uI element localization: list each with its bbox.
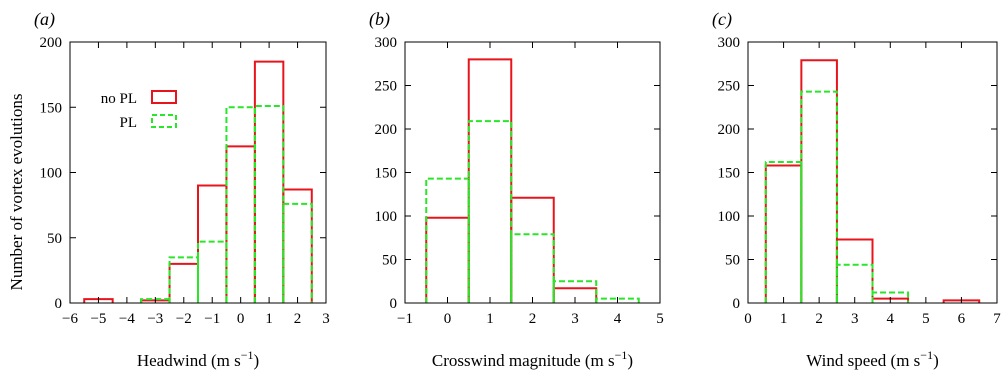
x-tick-label: 2 (529, 311, 537, 327)
bar (467, 58, 513, 303)
x-tick-label: 3 (851, 311, 859, 327)
bar (225, 145, 256, 303)
legend-swatch (151, 90, 177, 104)
x-axis-label-end: ) (253, 351, 259, 370)
x-tick-label: 6 (958, 311, 966, 327)
x-tick-label: −1 (397, 311, 413, 327)
y-tick-label: 300 (718, 35, 741, 51)
y-tick-label: 0 (733, 296, 741, 312)
series-pl (140, 104, 313, 303)
x-tick-label: 0 (237, 311, 245, 327)
bar (225, 106, 256, 303)
x-tick-label: 5 (656, 311, 664, 327)
x-tick-label: 2 (294, 311, 302, 327)
y-tick-label: 300 (375, 35, 398, 51)
x-tick-label: −2 (176, 311, 192, 327)
plot-frame (404, 41, 661, 304)
x-tick-label: 0 (444, 311, 452, 327)
bar (764, 164, 803, 303)
x-tick-label: 5 (922, 311, 930, 327)
y-axis-label: Number of vortex evolutions (7, 94, 26, 291)
y-tick-label: 150 (718, 166, 741, 182)
y-tick-label: 200 (375, 122, 398, 138)
series-pl (764, 90, 910, 303)
x-tick-label: 4 (887, 311, 895, 327)
y-tick-label: 0 (390, 296, 398, 312)
y-tick-label: 250 (718, 79, 741, 95)
x-axis-label-sup: −1 (920, 348, 933, 362)
panel-label: (b) (369, 9, 390, 30)
y-tick-label: 150 (40, 100, 63, 116)
x-axis-label: Headwind (m s−1) (137, 348, 259, 370)
y-tick-label: 100 (718, 209, 741, 225)
x-axis-label-sup: −1 (615, 348, 628, 362)
series-pl (425, 120, 640, 303)
x-axis-label-end: ) (933, 351, 939, 370)
y-tick-label: 250 (375, 79, 398, 95)
x-axis-label-end: ) (627, 351, 633, 370)
x-axis-label-main: Crosswind magnitude (m s (432, 351, 615, 370)
x-axis-label-main: Headwind (m s (137, 351, 241, 370)
x-tick-label: −5 (90, 311, 106, 327)
bar (871, 291, 910, 303)
y-tick-label: 200 (40, 35, 63, 51)
bar (197, 184, 228, 303)
bar (835, 263, 874, 303)
y-tick-label: 200 (718, 122, 741, 138)
y-tick-label: 100 (40, 166, 63, 182)
bar (425, 177, 470, 303)
x-tick-label: 2 (815, 311, 823, 327)
bar (835, 238, 874, 303)
bar (764, 161, 803, 303)
bar (510, 196, 555, 303)
bar (425, 216, 470, 303)
legend-label: no PL (101, 91, 137, 107)
legend: no PL PL (101, 90, 177, 131)
x-axis-label: Crosswind magnitude (m s−1) (432, 348, 633, 370)
legend-label: PL (119, 115, 137, 131)
x-axis-label-sup: −1 (241, 348, 254, 362)
y-tick-label: 100 (375, 209, 398, 225)
x-tick-label: −6 (62, 311, 78, 327)
x-tick-label: 0 (744, 311, 752, 327)
panel-c: 0 1 2 3 4 5 6 7 0 50 100 150 200 250 300 (c) Wind speed … (712, 9, 1001, 370)
y-tick-label: 0 (55, 296, 63, 312)
x-tick-label: −1 (204, 311, 220, 327)
bar (253, 104, 285, 303)
x-tick-label: 4 (614, 311, 622, 327)
x-tick-label: 1 (265, 311, 273, 327)
x-tick-label: 7 (993, 311, 1001, 327)
y-tick-label: 50 (47, 231, 62, 247)
bar (282, 188, 313, 303)
bar (168, 256, 199, 303)
x-axis-label-main: Wind speed (m s (806, 351, 920, 370)
bar (197, 240, 228, 303)
bar (800, 59, 838, 303)
x-tick-label: 1 (486, 311, 494, 327)
x-tick-label: 3 (322, 311, 330, 327)
bar (253, 60, 285, 303)
y-tick-label: 50 (725, 253, 740, 269)
bar (282, 202, 313, 303)
bar (510, 233, 555, 303)
bar (595, 297, 640, 303)
x-axis-label: Wind speed (m s−1) (806, 348, 939, 370)
bar (800, 90, 838, 303)
x-tick-label: −4 (119, 311, 135, 327)
panel-label: (c) (712, 9, 732, 30)
x-tick-label: −3 (147, 311, 163, 327)
panel-a: −6 −5 −4 −3 −2 −1 0 1 2 3 0 50 100 150 200 (a) Headwind … (34, 9, 330, 370)
y-tick-label: 50 (382, 253, 397, 269)
x-tick-label: 1 (780, 311, 788, 327)
y-tick-label: 150 (375, 166, 398, 182)
legend-swatch (151, 114, 177, 128)
bar (467, 120, 513, 303)
x-tick-label: 3 (571, 311, 579, 327)
panel-label: (a) (34, 9, 55, 30)
bar (552, 280, 598, 303)
